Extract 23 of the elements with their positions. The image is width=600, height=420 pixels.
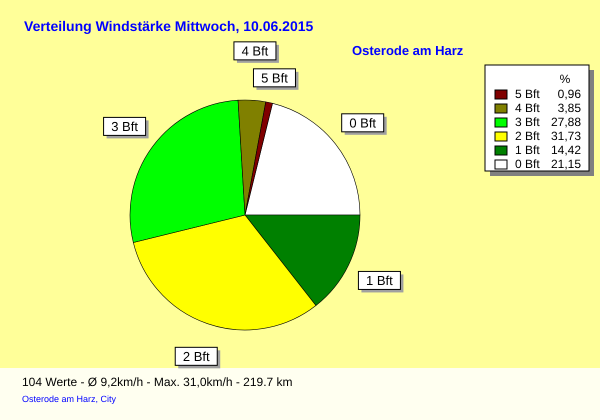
- legend-label: 2 Bft: [515, 129, 540, 143]
- data-label: 21,15: [550, 157, 582, 171]
- legend-label: 0 Bft: [515, 157, 540, 171]
- chart-title: Verteilung Windstärke Mittwoch, 10.06.2015: [24, 18, 314, 34]
- legend-label: 5 Bft: [515, 87, 540, 101]
- chart-subtitle: Osterode am Harz: [352, 43, 464, 58]
- slice-label: 2 Bft: [182, 348, 210, 364]
- data-label: 3,85: [558, 101, 582, 115]
- text: Osterode am Harz, City: [22, 394, 117, 404]
- data-label: 14,42: [550, 143, 582, 157]
- legend-label: 3 Bft: [515, 115, 540, 129]
- legend-label: 4 Bft: [515, 101, 540, 115]
- slice-label: 0 Bft: [349, 115, 376, 130]
- slice-label: 3 Bft: [111, 118, 138, 134]
- legend-label: 1 Bft: [515, 143, 540, 157]
- slice-label: 4 Bft: [242, 43, 269, 58]
- slice-label: 1 Bft: [366, 272, 394, 288]
- data-label: 0,96: [558, 87, 582, 101]
- legend-title: %: [560, 72, 571, 86]
- text: 104 Werte - Ø 9,2km/h - Max. 31,0km/h - 219.7 km: [22, 375, 293, 389]
- slice-label: 5 Bft: [261, 70, 288, 86]
- data-label: 27,88: [550, 115, 582, 129]
- data-label: 31,73: [550, 129, 582, 143]
